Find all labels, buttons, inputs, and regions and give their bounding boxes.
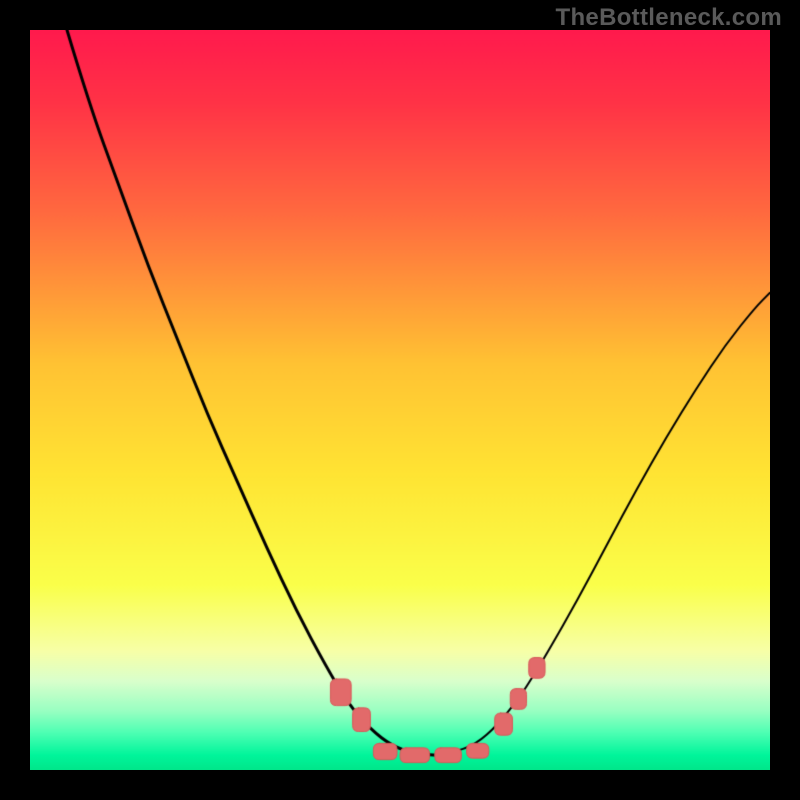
plot-area (30, 30, 770, 770)
watermark-text: TheBottleneck.com (556, 4, 782, 32)
chart-stage: TheBottleneck.com (0, 0, 800, 800)
bottleneck-curve-chart (30, 30, 770, 770)
